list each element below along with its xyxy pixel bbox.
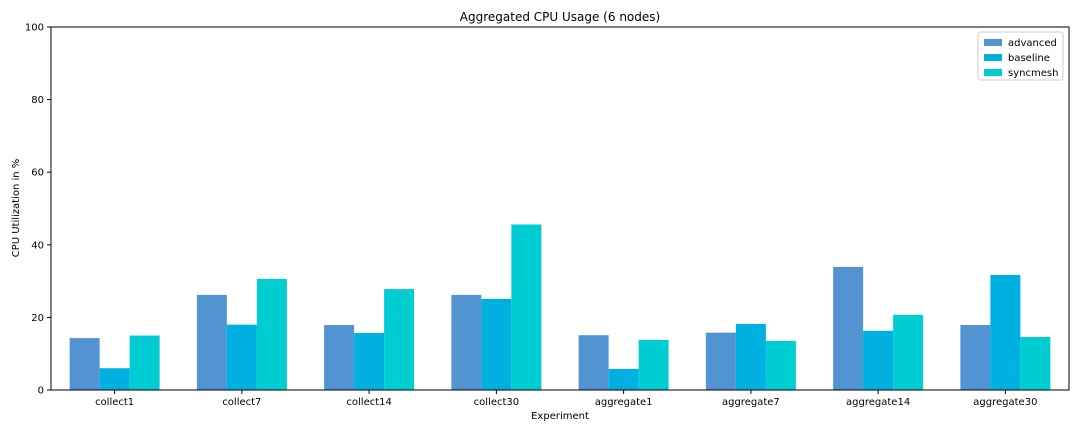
y-tick-label: 100 <box>25 23 44 34</box>
bar-baseline-collect30 <box>481 298 512 390</box>
x-axis: collect1 collect7 collect14 collect30 aggreg… <box>95 390 1037 408</box>
x-tick-label: collect14 <box>346 397 391 408</box>
chart-title: Aggregated CPU Usage (6 nodes) <box>460 10 660 24</box>
x-tick-label: collect7 <box>222 397 261 408</box>
bar-syncmesh-collect1 <box>129 335 160 390</box>
bar-advanced-aggregate14 <box>833 266 864 390</box>
y-axis: 0 20 40 60 80 100 <box>25 23 51 397</box>
legend-label-baseline: baseline <box>1008 53 1050 64</box>
bar-advanced-collect7 <box>196 294 227 390</box>
bar-syncmesh-collect14 <box>384 289 415 390</box>
bar-advanced-aggregate1 <box>578 335 609 390</box>
x-tick-label: aggregate7 <box>722 397 780 408</box>
y-axis-label: CPU Utilization in % <box>11 159 22 258</box>
x-tick-label: aggregate1 <box>595 397 653 408</box>
bar-baseline-collect14 <box>354 333 385 390</box>
bar-syncmesh-aggregate30 <box>1020 337 1051 390</box>
y-tick-label: 80 <box>31 95 44 106</box>
legend-swatch-advanced <box>984 39 1002 46</box>
bar-advanced-collect30 <box>451 294 482 390</box>
bar-syncmesh-collect30 <box>511 224 542 390</box>
x-tick-label: aggregate14 <box>846 397 910 408</box>
legend-swatch-baseline <box>984 54 1002 61</box>
legend-swatch-syncmesh <box>984 69 1002 76</box>
x-axis-label: Experiment <box>531 411 589 422</box>
bar-syncmesh-aggregate7 <box>765 340 796 390</box>
bar-syncmesh-aggregate14 <box>893 314 924 390</box>
bar-advanced-aggregate7 <box>705 332 736 390</box>
y-tick-label: 40 <box>31 240 44 251</box>
bar-advanced-collect1 <box>69 338 100 390</box>
x-tick-label: collect30 <box>474 397 519 408</box>
y-tick-label: 0 <box>38 386 44 397</box>
bar-baseline-aggregate30 <box>990 274 1021 390</box>
plot-frame <box>50 26 1070 391</box>
legend-label-advanced: advanced <box>1008 38 1057 49</box>
bar-baseline-aggregate14 <box>863 330 894 390</box>
legend-label-syncmesh: syncmesh <box>1008 68 1058 79</box>
bar-baseline-collect7 <box>226 324 257 390</box>
legend: advanced baseline syncmesh <box>977 31 1064 81</box>
y-tick-label: 60 <box>31 168 44 179</box>
bars-layer <box>69 224 1051 390</box>
x-tick-label: aggregate30 <box>973 397 1037 408</box>
bar-baseline-collect1 <box>99 368 130 390</box>
bar-advanced-collect14 <box>324 325 355 390</box>
y-tick-label: 20 <box>31 313 44 324</box>
bar-syncmesh-collect7 <box>256 278 287 390</box>
bar-syncmesh-aggregate1 <box>638 339 669 390</box>
x-tick-label: collect1 <box>95 397 134 408</box>
bar-advanced-aggregate30 <box>960 325 991 390</box>
bar-baseline-aggregate7 <box>735 323 766 390</box>
bar-baseline-aggregate1 <box>608 368 639 390</box>
